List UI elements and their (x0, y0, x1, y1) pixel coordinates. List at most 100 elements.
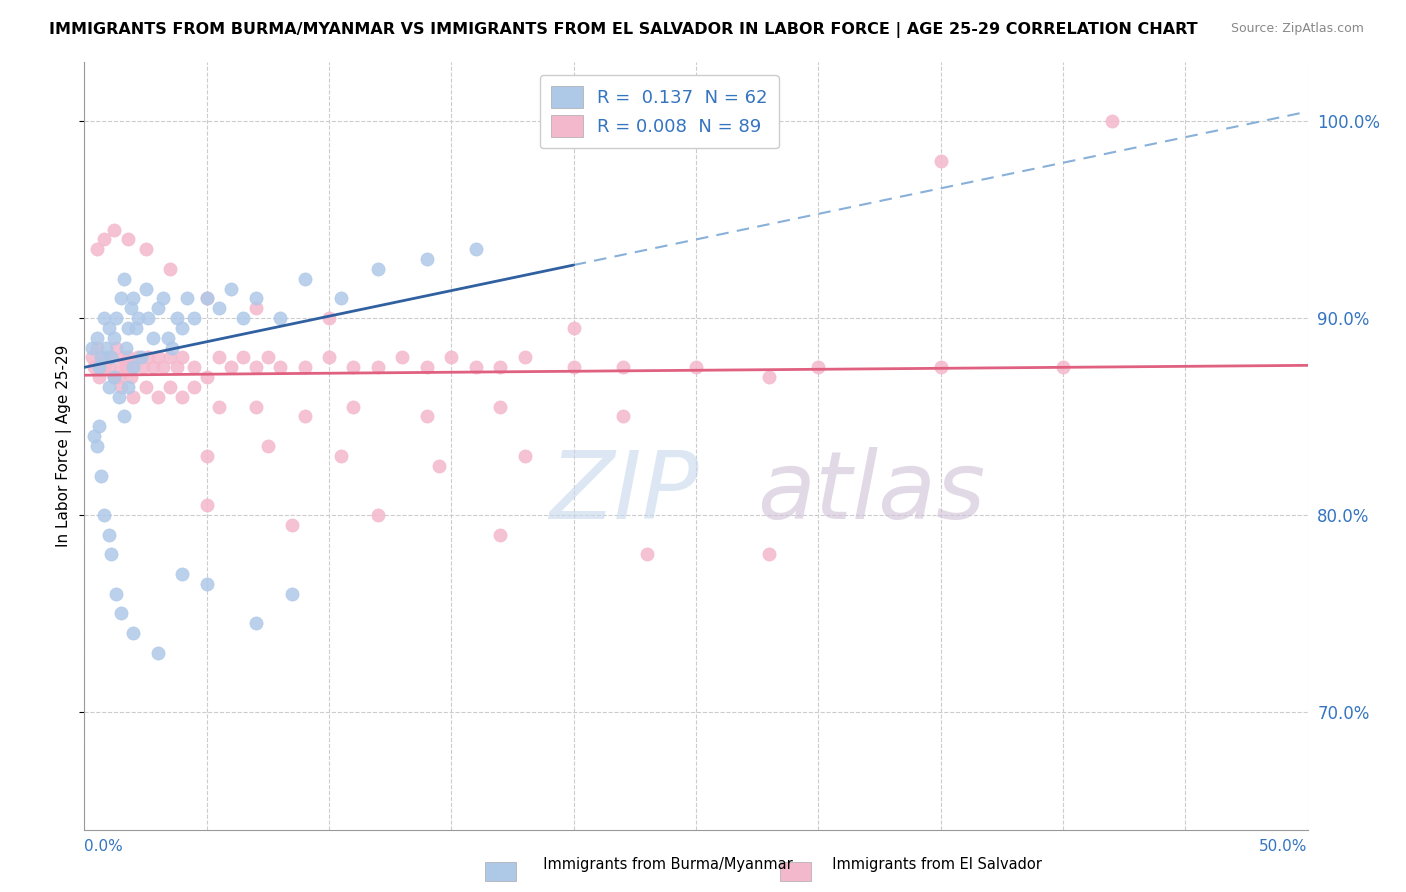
Point (513, 351, 536, 365)
Point (562, 360, 585, 375)
Point (636, 547, 658, 561)
Point (685, 360, 707, 375)
Point (136, 351, 159, 365)
Point (86, 331, 108, 345)
Point (129, 351, 152, 365)
Point (758, 370, 780, 384)
Point (127, 351, 149, 365)
Point (929, 153, 952, 168)
Point (464, 242, 486, 256)
Point (172, 390, 194, 404)
Point (97, 527, 120, 541)
Point (103, 370, 125, 384)
Point (103, 222, 125, 236)
Point (245, 292, 267, 306)
Point (612, 360, 634, 375)
Point (195, 498, 218, 512)
Point (110, 292, 132, 306)
Point (132, 360, 155, 375)
Point (159, 351, 181, 365)
Point (112, 272, 135, 286)
Point (103, 370, 125, 384)
Point (195, 576, 218, 591)
Point (342, 400, 364, 414)
Point (159, 262, 181, 277)
Point (195, 370, 218, 384)
Point (416, 252, 439, 267)
Point (110, 606, 132, 620)
Point (110, 360, 132, 375)
Point (83, 429, 105, 443)
Point (257, 351, 280, 365)
Point (135, 380, 157, 394)
Point (112, 351, 135, 365)
Point (232, 351, 254, 365)
Point (122, 390, 145, 404)
Point (80, 351, 103, 365)
Point (183, 380, 205, 394)
Point (166, 360, 188, 375)
Text: 0.0%: 0.0% (84, 839, 124, 855)
Point (257, 439, 280, 453)
Point (146, 390, 169, 404)
Point (146, 351, 169, 365)
Point (122, 360, 145, 375)
Legend: R =  0.137  N = 62, R = 0.008  N = 89: R = 0.137 N = 62, R = 0.008 N = 89 (540, 75, 779, 148)
Point (245, 615, 267, 630)
Point (152, 292, 174, 306)
Point (93, 508, 115, 522)
Point (117, 351, 139, 365)
Point (416, 360, 439, 375)
Point (125, 321, 148, 335)
Point (142, 331, 165, 345)
Point (105, 311, 128, 326)
Point (232, 311, 254, 326)
Text: atlas: atlas (758, 447, 986, 538)
Point (166, 311, 188, 326)
Point (122, 292, 145, 306)
Point (103, 331, 125, 345)
Point (489, 400, 512, 414)
Point (115, 360, 138, 375)
Point (929, 360, 952, 375)
Point (146, 301, 169, 316)
Point (135, 282, 157, 296)
Point (112, 409, 135, 424)
Point (172, 321, 194, 335)
Point (122, 625, 145, 640)
Point (117, 380, 139, 394)
Text: Source: ZipAtlas.com: Source: ZipAtlas.com (1230, 22, 1364, 36)
Point (105, 341, 128, 355)
Point (86, 341, 108, 355)
Point (97, 360, 120, 375)
Text: Immigrants from El Salvador: Immigrants from El Salvador (823, 857, 1042, 872)
Point (127, 311, 149, 326)
Y-axis label: In Labor Force | Age 25-29: In Labor Force | Age 25-29 (55, 345, 72, 547)
Point (269, 360, 291, 375)
Point (367, 360, 389, 375)
Point (146, 646, 169, 660)
Point (195, 292, 218, 306)
Text: Immigrants from Burma/Myanmar: Immigrants from Burma/Myanmar (534, 857, 793, 872)
Point (86, 439, 108, 453)
Point (318, 351, 340, 365)
Point (135, 242, 157, 256)
Point (245, 301, 267, 316)
Point (176, 292, 198, 306)
Point (96, 351, 118, 365)
Point (513, 449, 536, 463)
Point (162, 341, 184, 355)
Point (97, 380, 120, 394)
Text: IMMIGRANTS FROM BURMA/MYANMAR VS IMMIGRANTS FROM EL SALVADOR IN LABOR FORCE | AG: IMMIGRANTS FROM BURMA/MYANMAR VS IMMIGRA… (49, 22, 1198, 38)
Point (100, 547, 122, 561)
Point (90, 351, 112, 365)
Point (159, 380, 181, 394)
Point (807, 360, 830, 375)
Point (87, 360, 110, 375)
Point (562, 321, 585, 335)
Point (172, 351, 194, 365)
Point (183, 311, 205, 326)
Point (281, 517, 304, 532)
Point (440, 351, 463, 365)
Point (464, 360, 486, 375)
